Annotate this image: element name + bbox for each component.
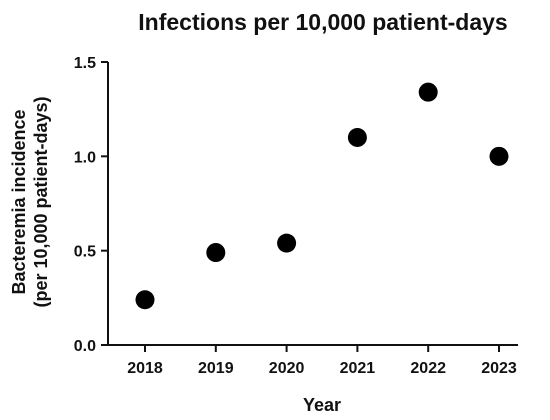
data-point-2020 [277,233,297,253]
y-tick-label: 1.5 [74,55,96,72]
y-tick-label: 0.5 [74,244,96,261]
x-tick-label: 2021 [340,360,376,377]
data-point-2022 [418,82,438,102]
x-tick-label: 2019 [198,360,234,377]
y-tick-label: 1.0 [74,149,96,166]
x-tick-label: 2023 [481,360,517,377]
data-point-2021 [347,127,367,147]
x-tick-label: 2022 [410,360,446,377]
data-points [135,82,509,310]
x-tick-label: 2018 [127,360,163,377]
y-axis-title-line-1: Bacteremia incidence [9,109,29,294]
y-tick-label: 0.0 [74,338,96,355]
y-axis-ticks: 0.0 0.5 1.0 1.5 [74,55,108,355]
x-axis-title: Year [303,395,341,415]
x-axis-ticks: 2018 2019 2020 2021 2022 2023 [127,345,517,377]
data-point-2019 [206,243,226,263]
y-axis-title: Bacteremia incidence (per 10,000 patient… [9,96,51,307]
data-point-2018 [135,290,155,310]
y-axis-title-line-2: (per 10,000 patient-days) [31,96,51,307]
data-point-2023 [489,146,509,166]
x-tick-label: 2020 [269,360,305,377]
chart-title: Infections per 10,000 patient-days [138,9,507,35]
